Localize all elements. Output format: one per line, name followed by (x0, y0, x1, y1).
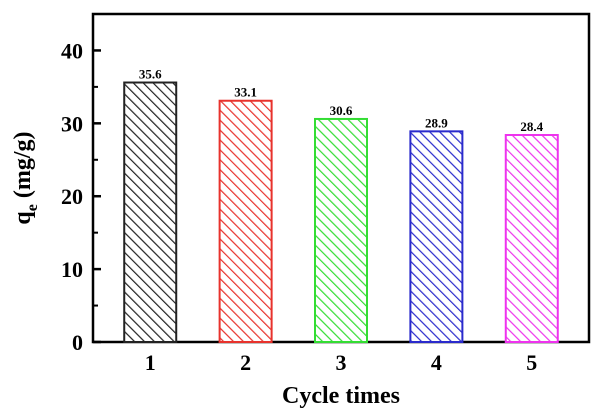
y-tick-label: 20 (61, 184, 83, 209)
bars (123, 81, 559, 343)
y-tick-label: 0 (72, 330, 83, 355)
y-axis-title-subscript: e (24, 204, 41, 211)
data-label-3: 30.6 (330, 103, 353, 118)
bar-2 (218, 99, 273, 343)
y-axis: 0 10 20 30 40 (61, 38, 101, 355)
bar-4 (409, 130, 464, 343)
y-axis-title-unit: (mg/g) (10, 131, 36, 204)
x-tick-label: 5 (526, 350, 537, 375)
x-axis-title: Cycle times (282, 383, 400, 409)
x-tick-label: 3 (336, 350, 347, 375)
bar-1 (123, 81, 178, 343)
x-tick-label: 2 (240, 350, 251, 375)
data-label-1: 35.6 (139, 67, 162, 82)
data-label-2: 33.1 (234, 85, 257, 100)
data-labels: 35.6 33.1 30.6 28.9 28.4 (139, 67, 544, 134)
y-tick-label: 10 (61, 257, 83, 282)
data-label-5: 28.4 (520, 119, 543, 134)
y-tick-label: 30 (61, 111, 83, 136)
x-tick-label: 1 (145, 350, 156, 375)
bar-5 (504, 133, 559, 343)
y-axis-title: qe (mg/g) (10, 131, 41, 224)
x-tick-label: 4 (431, 350, 442, 375)
data-label-4: 28.9 (425, 115, 448, 130)
y-axis-title-main: q (10, 211, 36, 225)
y-tick-label: 40 (61, 38, 83, 63)
bar-3 (314, 117, 368, 343)
